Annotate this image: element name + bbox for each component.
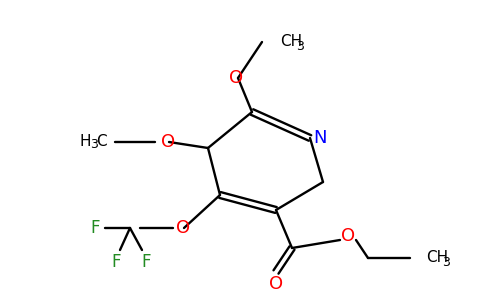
Text: H: H: [79, 134, 91, 149]
Text: CH: CH: [280, 34, 302, 50]
Text: 3: 3: [442, 256, 450, 268]
Text: O: O: [229, 69, 243, 87]
Text: N: N: [313, 129, 327, 147]
Text: O: O: [269, 275, 283, 293]
Text: F: F: [141, 253, 151, 271]
Text: C: C: [96, 134, 107, 149]
Text: O: O: [176, 219, 190, 237]
Text: 3: 3: [90, 139, 98, 152]
Text: F: F: [90, 219, 100, 237]
Text: O: O: [161, 133, 175, 151]
Text: F: F: [111, 253, 121, 271]
Text: 3: 3: [296, 40, 304, 52]
Text: CH: CH: [426, 250, 448, 266]
Text: O: O: [341, 227, 355, 245]
